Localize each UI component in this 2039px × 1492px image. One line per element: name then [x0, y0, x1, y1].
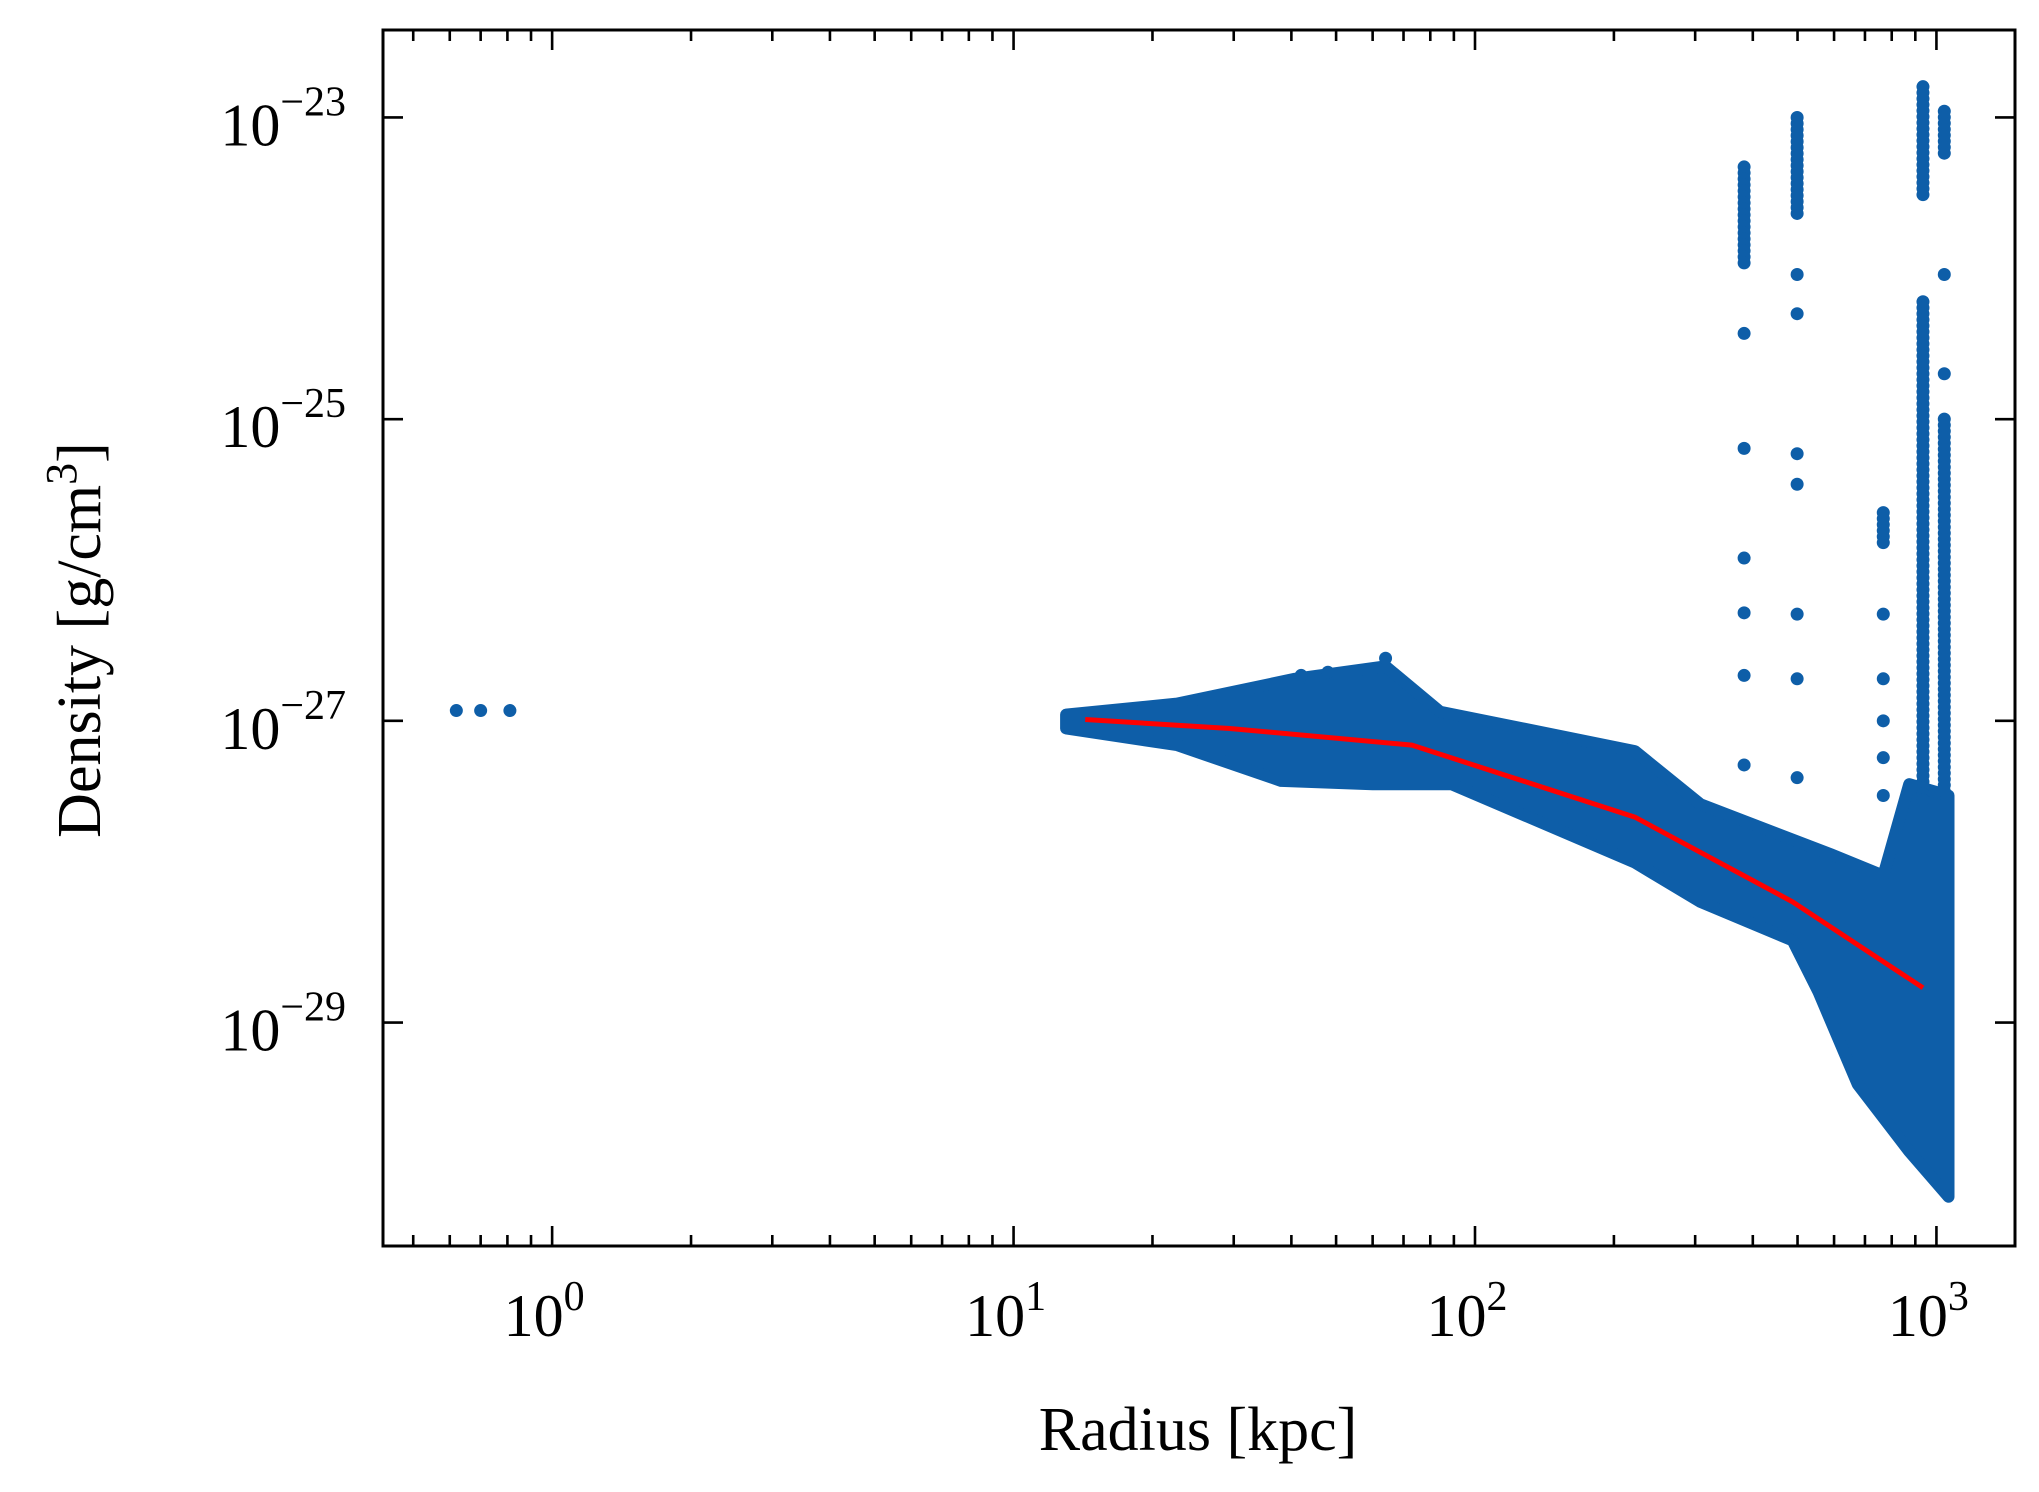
scatter-point	[1937, 267, 1951, 281]
y-tick-label-exponent: −25	[280, 381, 346, 427]
scatter-point	[1294, 668, 1308, 682]
scatter-dense-region	[1060, 660, 1955, 1203]
x-tick-label-exponent: 1	[1025, 1274, 1046, 1320]
x-axis-label: Radius [kpc]	[1039, 1396, 1358, 1464]
scatter-point	[1737, 551, 1751, 565]
x-tick-label-base: 10	[504, 1283, 564, 1349]
y-tick-label-exponent: −29	[280, 985, 346, 1031]
scatter-point	[1937, 367, 1951, 381]
y-tick-label-base: 10	[220, 998, 280, 1064]
x-tick-label-exponent: 2	[1487, 1274, 1508, 1320]
x-tick-label-exponent: 0	[564, 1274, 585, 1320]
x-tick-label-base: 10	[965, 1283, 1025, 1349]
axes-frame	[381, 28, 2017, 1248]
y-tick-label: 10−23	[220, 79, 346, 158]
scatter-point	[1790, 307, 1804, 321]
y-axis-label: Density [g/cm3]	[37, 442, 114, 838]
scatter-point	[1876, 672, 1890, 686]
scatter-point	[1916, 188, 1930, 202]
scatter-point	[1790, 206, 1804, 220]
scatter-point	[1876, 788, 1890, 802]
scatter-point	[449, 704, 463, 718]
x-tick-label-exponent: 3	[1948, 1274, 1969, 1320]
y-tick-label-base: 10	[220, 696, 280, 762]
scatter-point	[1790, 672, 1804, 686]
x-tick-label: 103	[1888, 1274, 1969, 1349]
axis-ticks	[383, 30, 2015, 1246]
scatter-point	[1937, 146, 1951, 160]
y-tick-label-exponent: −23	[280, 79, 346, 125]
scatter-point	[1379, 651, 1393, 665]
scatter-point	[1321, 665, 1335, 679]
scatter-point	[1737, 758, 1751, 772]
scatter-point	[1737, 441, 1751, 455]
scatter-point	[1790, 267, 1804, 281]
x-tick-label-base: 10	[1888, 1283, 1948, 1349]
x-tick-label: 102	[1427, 1274, 1508, 1349]
y-tick-label: 10−29	[220, 985, 346, 1064]
scatter-point	[1876, 536, 1890, 550]
scatter-point	[1876, 607, 1890, 621]
y-tick-label-base: 10	[220, 394, 280, 460]
x-tick-label-base: 10	[1427, 1283, 1487, 1349]
y-tick-label: 10−25	[220, 381, 346, 460]
y-tick-label-base: 10	[220, 92, 280, 158]
scatter-point	[1876, 714, 1890, 728]
x-tick-labels: 100 101 102 103	[504, 1274, 1969, 1349]
scatter-point	[1737, 606, 1751, 620]
scatter-point	[1790, 771, 1804, 785]
line-layer	[1085, 717, 1925, 990]
y-tick-label-exponent: −27	[280, 683, 346, 729]
scatter-point	[474, 704, 488, 718]
scatter-point	[1737, 668, 1751, 682]
scatter-point	[1790, 477, 1804, 491]
scatter-point	[1916, 793, 1930, 807]
scatter-point	[1737, 256, 1751, 270]
x-tick-label: 100	[504, 1274, 585, 1349]
scatter-point	[1876, 751, 1890, 765]
scatter-point	[1790, 447, 1804, 461]
y-tick-label: 10−27	[220, 683, 346, 762]
plot-area	[449, 80, 1955, 1203]
scatter-point	[503, 704, 517, 718]
scatter-point	[1937, 784, 1951, 798]
x-tick-label: 101	[965, 1274, 1046, 1349]
mean-profile-line	[1085, 717, 1925, 990]
scatter-point	[1790, 607, 1804, 621]
scatter-point	[1737, 326, 1751, 340]
